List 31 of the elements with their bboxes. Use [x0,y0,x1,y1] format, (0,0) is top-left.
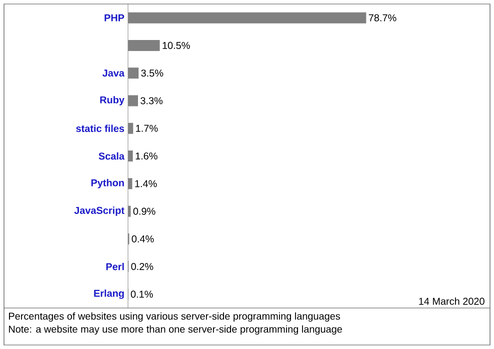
data-label: 0.9% [133,208,156,215]
bar [128,178,132,190]
bar [128,12,366,24]
data-label: 0.4% [132,235,154,242]
y-tick-label: PHP [104,14,124,22]
bar [128,122,134,134]
data-label: 0.2% [131,263,154,270]
bar [128,68,139,79]
data-label: 78.7% [368,14,396,22]
text: 14 March 2020 [419,297,484,305]
data-label: 0.1% [130,290,153,298]
text: Note: a website may use more than one server-side programming language [9,325,342,335]
data-label: 10.5% [162,42,190,49]
data-label: 1.6% [136,152,158,160]
bar [128,95,138,106]
y-tick-label: static files [76,124,124,132]
y-tick-label: Java [102,70,125,77]
bar [128,40,160,51]
text: Percentages of websites using various server-side programming languages [9,312,340,322]
y-tick-label: Erlang [94,290,124,299]
bar [128,206,131,217]
bar [128,150,133,162]
y-tick-label: Scala [98,152,125,160]
y-tick-label: Python [91,178,124,188]
data-label: 1.4% [135,180,157,188]
y-tick-label: JavaScript [74,206,124,216]
data-label: 3.5% [141,70,164,77]
data-label: 1.7% [136,124,158,132]
y-tick-label: Ruby [100,96,124,106]
y-tick-label: Perl [106,262,124,270]
data-label: 3.3% [140,97,163,104]
